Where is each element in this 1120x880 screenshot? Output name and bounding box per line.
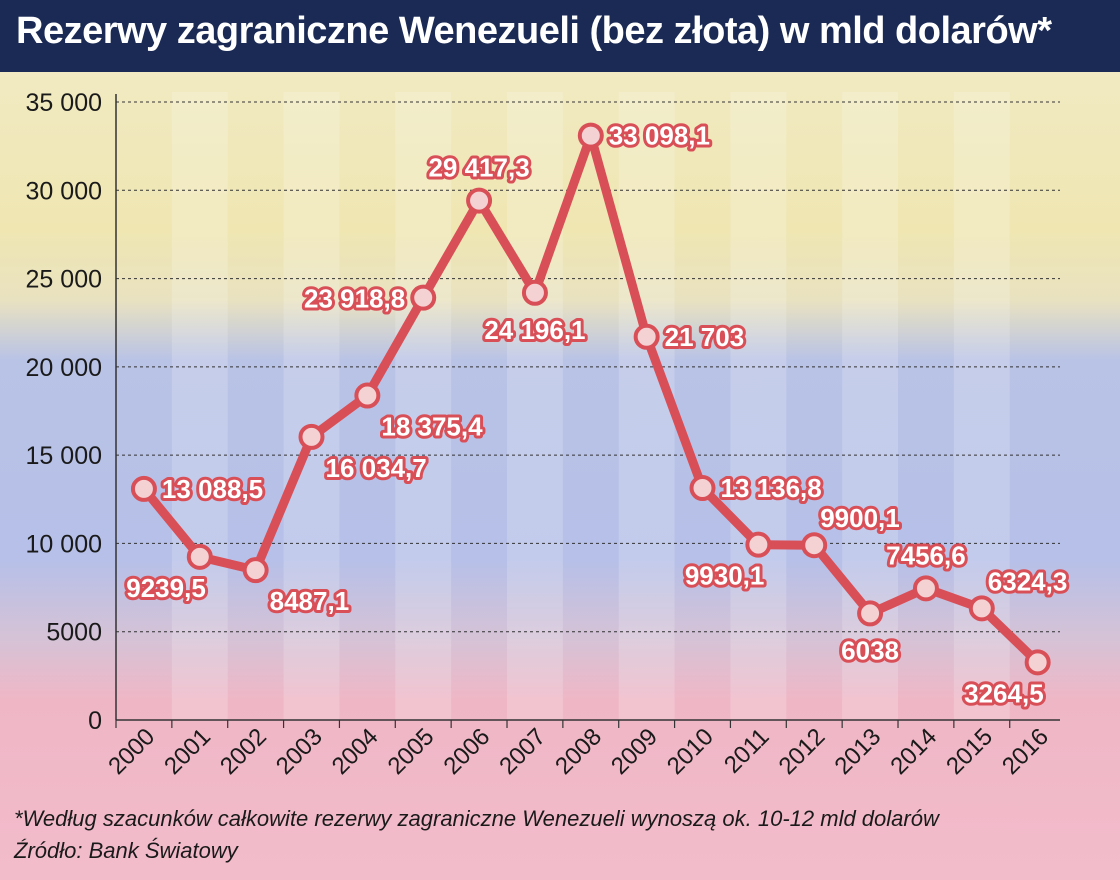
x-tick-label: 2016 <box>997 723 1054 780</box>
y-tick-label: 5000 <box>46 619 102 647</box>
x-tick-label: 2002 <box>215 723 272 780</box>
y-tick-label: 0 <box>88 707 102 735</box>
data-point <box>633 323 660 350</box>
x-tick-label: 2014 <box>885 723 942 780</box>
y-tick-label: 35 000 <box>26 89 102 117</box>
data-label: 21 703 <box>665 322 745 352</box>
data-point <box>577 122 604 149</box>
column-band <box>618 92 675 720</box>
data-point <box>912 575 939 602</box>
data-labels: 13 088,5 9239,5 8487,1 16 034,7 18 375,4 23 9… <box>123 118 1070 712</box>
data-point <box>857 600 884 627</box>
data-point <box>410 284 437 311</box>
x-tick-label: 2003 <box>271 723 328 780</box>
x-tick-labels: 2000 2001 2002 2003 2004 2005 2006 2007 2008 2009… <box>103 723 1054 780</box>
data-label: 24 196,1 <box>484 315 585 345</box>
x-tick-label: 2008 <box>550 723 607 780</box>
data-points <box>130 122 1051 676</box>
column-band <box>171 92 228 720</box>
data-label: 9900,1 <box>820 503 900 533</box>
data-label: 18 375,4 <box>381 412 483 442</box>
x-tick-label: 2015 <box>941 723 998 780</box>
y-tick-label: 20 000 <box>26 354 102 382</box>
data-point <box>298 423 325 450</box>
data-point <box>466 187 493 214</box>
x-tick-label: 2000 <box>103 723 160 780</box>
data-point <box>801 532 828 559</box>
data-label: 23 918,8 <box>304 284 405 314</box>
y-tick-label: 25 000 <box>26 266 102 294</box>
data-point <box>354 382 381 409</box>
data-label: 9239,5 <box>126 573 206 603</box>
data-label: 29 417,3 <box>428 153 529 183</box>
x-tick-label: 2010 <box>662 723 719 780</box>
axes <box>115 94 1060 728</box>
x-tick-label: 2001 <box>159 723 216 780</box>
x-tick-label: 2005 <box>383 723 440 780</box>
x-tick-label: 2012 <box>774 723 831 780</box>
data-point <box>186 543 213 570</box>
data-label: 3264,5 <box>964 678 1044 708</box>
column-bands <box>171 92 1010 720</box>
y-tick-label: 30 000 <box>26 177 102 205</box>
column-band <box>283 92 340 720</box>
data-label: 9930,1 <box>685 561 765 591</box>
y-tick-label: 10 000 <box>26 530 102 558</box>
column-band <box>395 92 452 720</box>
data-label: 16 034,7 <box>326 453 427 483</box>
column-band <box>730 92 787 720</box>
title-bar: Rezerwy zagraniczne Wenezueli (bez złota… <box>0 0 1120 72</box>
data-point <box>968 595 995 622</box>
data-point <box>130 475 157 502</box>
data-label: 33 098,1 <box>609 121 710 151</box>
x-tick-label: 2011 <box>719 723 775 779</box>
x-tick-label: 2013 <box>829 723 886 780</box>
x-tick-label: 2007 <box>494 723 551 780</box>
source-note: Źródło: Bank Światowy <box>14 838 238 863</box>
chart-title: Rezerwy zagraniczne Wenezueli (bez złota… <box>16 10 1052 52</box>
data-point <box>689 475 716 502</box>
series-polyline <box>139 131 1043 667</box>
column-band <box>507 92 563 720</box>
footnote: *Według szacunków całkowite rezerwy zagr… <box>14 806 939 831</box>
data-label: 7456,6 <box>886 540 966 570</box>
data-label: 8487,1 <box>270 586 350 616</box>
x-tick-label: 2009 <box>606 723 663 780</box>
x-tick-label: 2006 <box>438 723 495 780</box>
x-tick-label: 2004 <box>327 723 384 780</box>
y-tick-label: 15 000 <box>26 442 102 470</box>
data-label: 13 136,8 <box>721 473 822 503</box>
data-point <box>1024 649 1051 676</box>
data-point <box>242 557 269 584</box>
y-tick-labels: 0 5000 10 000 15 000 20 000 25 000 30 000 35 00… <box>26 89 102 735</box>
data-point <box>521 279 548 306</box>
series-line <box>139 131 1043 667</box>
data-label: 13 088,5 <box>162 474 263 504</box>
data-point <box>745 531 772 558</box>
data-label: 6038 <box>841 635 899 665</box>
gridlines <box>116 101 1060 633</box>
data-label: 6324,3 <box>988 566 1068 596</box>
